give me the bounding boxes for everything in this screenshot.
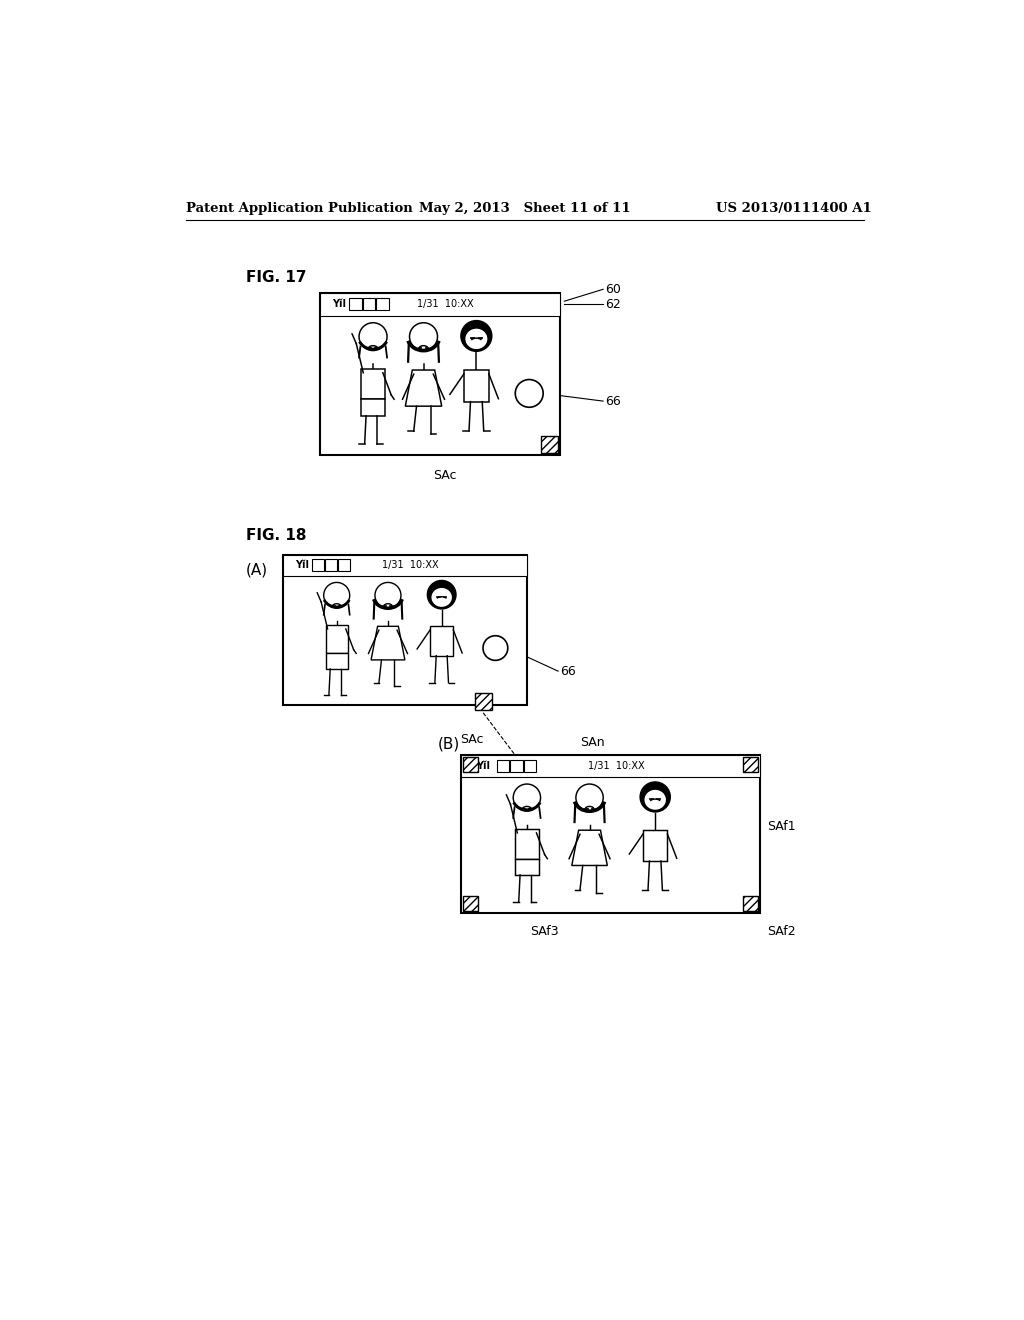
Text: 60: 60: [605, 282, 622, 296]
Bar: [325, 560, 337, 570]
Circle shape: [324, 582, 350, 609]
Circle shape: [513, 784, 541, 812]
Ellipse shape: [644, 789, 667, 810]
Text: SAf2: SAf2: [767, 924, 796, 937]
Text: 66: 66: [560, 665, 577, 677]
Bar: [475, 693, 492, 710]
Bar: [461, 755, 760, 913]
Circle shape: [575, 784, 603, 812]
Bar: [464, 370, 488, 401]
Circle shape: [483, 636, 508, 660]
Circle shape: [410, 323, 437, 351]
Text: Yǐl: Yǐl: [295, 561, 309, 570]
Bar: [377, 298, 389, 310]
Bar: [524, 759, 537, 772]
Bar: [515, 859, 539, 875]
Text: SAn: SAn: [581, 737, 605, 748]
Text: FIG. 18: FIG. 18: [246, 528, 306, 544]
Bar: [497, 759, 509, 772]
Text: SAf3: SAf3: [530, 924, 559, 937]
Text: May 2, 2013   Sheet 11 of 11: May 2, 2013 Sheet 11 of 11: [419, 202, 631, 215]
Polygon shape: [571, 830, 607, 866]
Circle shape: [461, 321, 492, 351]
Bar: [326, 653, 348, 669]
Bar: [361, 399, 385, 416]
Bar: [362, 298, 375, 310]
Text: Yǐl: Yǐl: [476, 762, 490, 771]
Bar: [463, 896, 478, 911]
Text: (B): (B): [438, 737, 460, 751]
Bar: [321, 293, 560, 455]
Text: (A): (A): [246, 562, 268, 578]
Bar: [283, 554, 527, 705]
Bar: [742, 896, 758, 911]
Bar: [283, 554, 527, 576]
Circle shape: [375, 582, 401, 609]
Text: Yǐl: Yǐl: [332, 300, 346, 309]
Polygon shape: [371, 626, 404, 660]
Bar: [312, 560, 324, 570]
Polygon shape: [361, 368, 385, 399]
Bar: [461, 755, 760, 777]
Polygon shape: [515, 829, 539, 859]
Circle shape: [640, 781, 671, 812]
Polygon shape: [326, 626, 348, 653]
Bar: [463, 756, 478, 772]
Bar: [742, 756, 758, 772]
Text: 66: 66: [605, 395, 622, 408]
Text: 1/31  10:XX: 1/31 10:XX: [382, 561, 438, 570]
Bar: [338, 560, 349, 570]
Text: 62: 62: [605, 298, 622, 312]
Bar: [430, 626, 454, 656]
Bar: [541, 436, 558, 453]
Polygon shape: [406, 370, 441, 407]
Bar: [510, 759, 522, 772]
Text: SAc: SAc: [433, 469, 457, 482]
Ellipse shape: [465, 327, 488, 350]
Circle shape: [515, 380, 543, 408]
Circle shape: [359, 323, 387, 351]
Text: US 2013/0111400 A1: US 2013/0111400 A1: [716, 202, 872, 215]
Text: SAc: SAc: [460, 733, 483, 746]
Text: Patent Application Publication: Patent Application Publication: [186, 202, 413, 215]
Ellipse shape: [431, 587, 453, 607]
Bar: [321, 293, 560, 315]
Text: 1/31  10:XX: 1/31 10:XX: [417, 300, 473, 309]
Text: 1/31  10:XX: 1/31 10:XX: [588, 762, 645, 771]
Text: FIG. 17: FIG. 17: [246, 271, 306, 285]
Bar: [643, 830, 668, 861]
Circle shape: [427, 581, 456, 609]
Bar: [349, 298, 361, 310]
Text: SAf1: SAf1: [767, 820, 796, 833]
